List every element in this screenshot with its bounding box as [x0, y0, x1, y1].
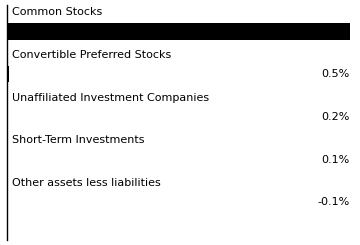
Text: Short-Term Investments: Short-Term Investments: [12, 135, 145, 145]
Bar: [7, 23, 350, 39]
Text: 0.2%: 0.2%: [321, 112, 349, 122]
Text: Unaffiliated Investment Companies: Unaffiliated Investment Companies: [12, 93, 210, 103]
Text: 0.5%: 0.5%: [321, 69, 349, 79]
Text: Other assets less liabilities: Other assets less liabilities: [12, 178, 161, 188]
Text: 0.1%: 0.1%: [321, 155, 349, 165]
Bar: [7, 66, 9, 82]
Text: -0.1%: -0.1%: [317, 197, 349, 208]
Text: Convertible Preferred Stocks: Convertible Preferred Stocks: [12, 50, 172, 60]
Bar: [7, 109, 8, 125]
Text: Common Stocks: Common Stocks: [12, 7, 103, 17]
Text: 99.3%: 99.3%: [314, 26, 349, 37]
